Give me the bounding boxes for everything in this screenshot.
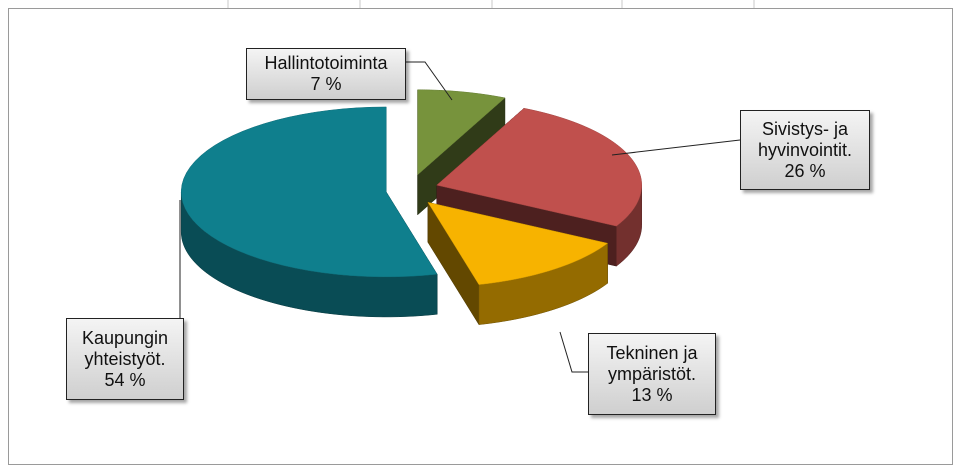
cell-lines xyxy=(227,0,755,8)
slice-top xyxy=(436,107,642,227)
category-label: Hallintotoiminta xyxy=(264,53,388,73)
value-label: 7 % xyxy=(310,74,342,94)
slice-top xyxy=(417,89,506,176)
leader-line xyxy=(406,61,453,101)
data-label: Tekninen ja ympäristöt. 13 % xyxy=(588,333,716,415)
value-label: 54 % xyxy=(104,369,146,390)
pie-slice xyxy=(427,201,609,326)
data-label: Sivistys- ja hyvinvointit. 26 % xyxy=(740,110,870,190)
pie-slice xyxy=(180,106,438,318)
slice-top xyxy=(427,201,609,285)
leader-line xyxy=(559,331,588,373)
data-label: Hallintotoiminta 7 % xyxy=(246,48,406,100)
data-label: Kaupungin yhteistyöt. 54 % xyxy=(66,318,184,400)
value-label: 26 % xyxy=(784,160,826,181)
category-label: Tekninen ja ympäristöt. xyxy=(606,342,698,384)
slice-top xyxy=(180,106,438,278)
value-label: 13 % xyxy=(631,384,673,405)
category-label: Sivistys- ja hyvinvointit. xyxy=(757,118,853,160)
leader-line xyxy=(611,139,741,156)
category-label: Kaupungin yhteistyöt. xyxy=(81,327,169,369)
